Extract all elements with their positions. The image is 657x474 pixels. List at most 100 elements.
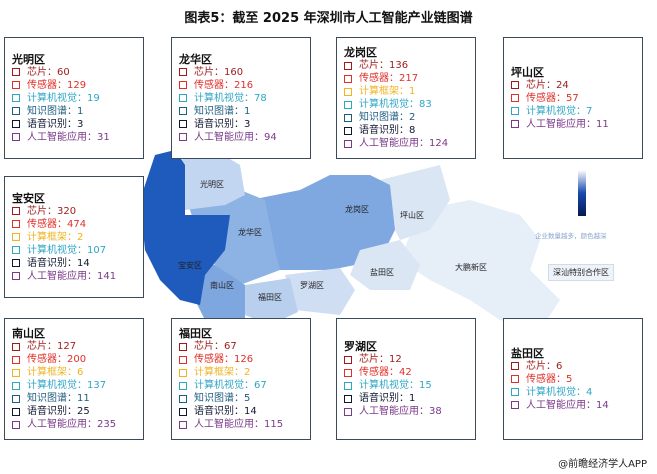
category-count: 235 [97, 419, 117, 430]
category-count: 78 [254, 92, 267, 104]
category-item: 传感器： 216 [179, 79, 310, 92]
map-district-label: 大鹏新区 [455, 262, 487, 272]
category-item: 人工智能应用： 11 [511, 118, 642, 131]
region-guangming [180, 150, 245, 210]
category-item: 计算框架： 1 [344, 85, 475, 98]
category-label: 知识图谱 [27, 393, 67, 404]
category-label: 知识图谱 [194, 105, 234, 117]
map-district-label: 宝安区 [178, 260, 202, 270]
square-bullet-icon [344, 74, 352, 83]
category-label: 传感器 [194, 354, 224, 365]
square-bullet-icon [344, 407, 352, 416]
square-bullet-icon [179, 368, 187, 377]
category-item: 芯片： 127 [12, 340, 143, 353]
square-bullet-icon [179, 133, 187, 141]
category-item: 传感器： 42 [344, 366, 475, 379]
category-label: 芯片 [27, 205, 47, 217]
square-bullet-icon [12, 259, 20, 267]
color-scale-caption: 企业数量越多，颜色越深 [535, 232, 607, 240]
square-bullet-icon [511, 81, 519, 89]
category-count: 11 [596, 118, 609, 130]
square-bullet-icon [12, 368, 20, 377]
category-count: 60 [57, 66, 70, 78]
category-item: 知识图谱： 1 [179, 105, 310, 118]
square-bullet-icon [12, 220, 20, 228]
category-count: 25 [77, 406, 90, 417]
special-zone-label: 深汕特别合作区 [548, 264, 614, 281]
category-count: 11 [77, 393, 90, 404]
category-label: 计算机视觉 [194, 380, 244, 391]
category-label: 计算框架 [194, 367, 234, 378]
category-count: 320 [57, 205, 77, 217]
square-bullet-icon [511, 120, 519, 128]
district-name: 光明区 [12, 52, 45, 66]
category-label: 传感器 [27, 79, 57, 91]
map-district-label: 龙岗区 [345, 204, 369, 214]
color-scale-bar [578, 170, 586, 216]
square-bullet-icon [344, 61, 352, 70]
square-bullet-icon [12, 207, 20, 215]
square-bullet-icon [179, 407, 187, 416]
district-box: 盐田区 芯片： 6 传感器： 5 计算机视觉： 4 人工智能应用： 14 [503, 318, 643, 440]
square-bullet-icon [511, 388, 519, 396]
square-bullet-icon [179, 81, 187, 89]
category-label: 芯片 [194, 341, 214, 352]
district-name: 龙岗区 [344, 46, 377, 59]
category-label: 计算框架 [359, 86, 399, 97]
category-count: 5 [244, 393, 251, 404]
square-bullet-icon [12, 233, 20, 241]
region-baoan [140, 150, 230, 305]
category-label: 传感器 [359, 367, 389, 378]
category-label: 人工智能应用 [27, 419, 87, 430]
category-count: 160 [224, 66, 244, 78]
category-item: 语音识别： 3 [179, 118, 310, 131]
region-yantian [350, 240, 420, 290]
category-label: 计算机视觉 [27, 244, 77, 256]
map-district-label: 盐田区 [370, 267, 394, 277]
category-item: 人工智能应用： 115 [179, 418, 310, 431]
square-bullet-icon [179, 94, 187, 102]
category-item: 计算框架： 2 [12, 231, 143, 244]
category-count: 136 [389, 60, 409, 71]
category-count: 1 [409, 393, 416, 404]
square-bullet-icon [12, 94, 20, 102]
district-box: 龙华区 芯片： 160 传感器： 216 计算机视觉： 78 知识图谱： 1 语音识别： 3 人工智能… [171, 37, 311, 159]
category-item: 传感器： 200 [12, 353, 143, 366]
square-bullet-icon [179, 68, 187, 76]
square-bullet-icon [179, 120, 187, 128]
region-nanshan [195, 260, 245, 330]
category-item: 芯片： 60 [12, 66, 143, 79]
category-label: 知识图谱 [194, 393, 234, 404]
square-bullet-icon [511, 94, 519, 102]
category-count: 14 [244, 406, 257, 417]
district-name: 坪山区 [511, 65, 544, 79]
square-bullet-icon [12, 381, 20, 390]
category-count: 3 [77, 118, 84, 130]
category-count: 14 [77, 257, 90, 269]
category-label: 计算机视觉 [359, 99, 409, 110]
category-item: 计算机视觉： 83 [344, 98, 475, 111]
category-count: 19 [87, 92, 100, 104]
region-futian [245, 278, 298, 325]
category-count: 6 [77, 367, 84, 378]
category-count: 137 [87, 380, 107, 391]
district-name: 宝安区 [12, 191, 45, 205]
category-count: 3 [244, 118, 251, 130]
category-count: 67 [254, 380, 267, 391]
category-item: 知识图谱： 5 [179, 392, 310, 405]
category-item: 计算机视觉： 78 [179, 92, 310, 105]
district-box: 罗湖区 芯片： 12 传感器： 42 计算机视觉： 15 语音识别： 1 人工智能应用： 38 [336, 318, 476, 440]
category-count: 474 [67, 218, 87, 230]
category-item: 传感器： 474 [12, 218, 143, 231]
category-label: 芯片 [526, 79, 546, 91]
category-label: 芯片 [27, 341, 47, 352]
category-count: 1 [77, 105, 84, 117]
category-label: 语音识别 [359, 393, 399, 404]
region-longhua [185, 190, 280, 285]
category-item: 计算机视觉： 15 [344, 379, 475, 392]
district-name: 龙华区 [179, 52, 212, 66]
category-item: 语音识别： 14 [12, 257, 143, 270]
category-label: 传感器 [27, 218, 57, 230]
category-label: 人工智能应用 [359, 406, 419, 417]
